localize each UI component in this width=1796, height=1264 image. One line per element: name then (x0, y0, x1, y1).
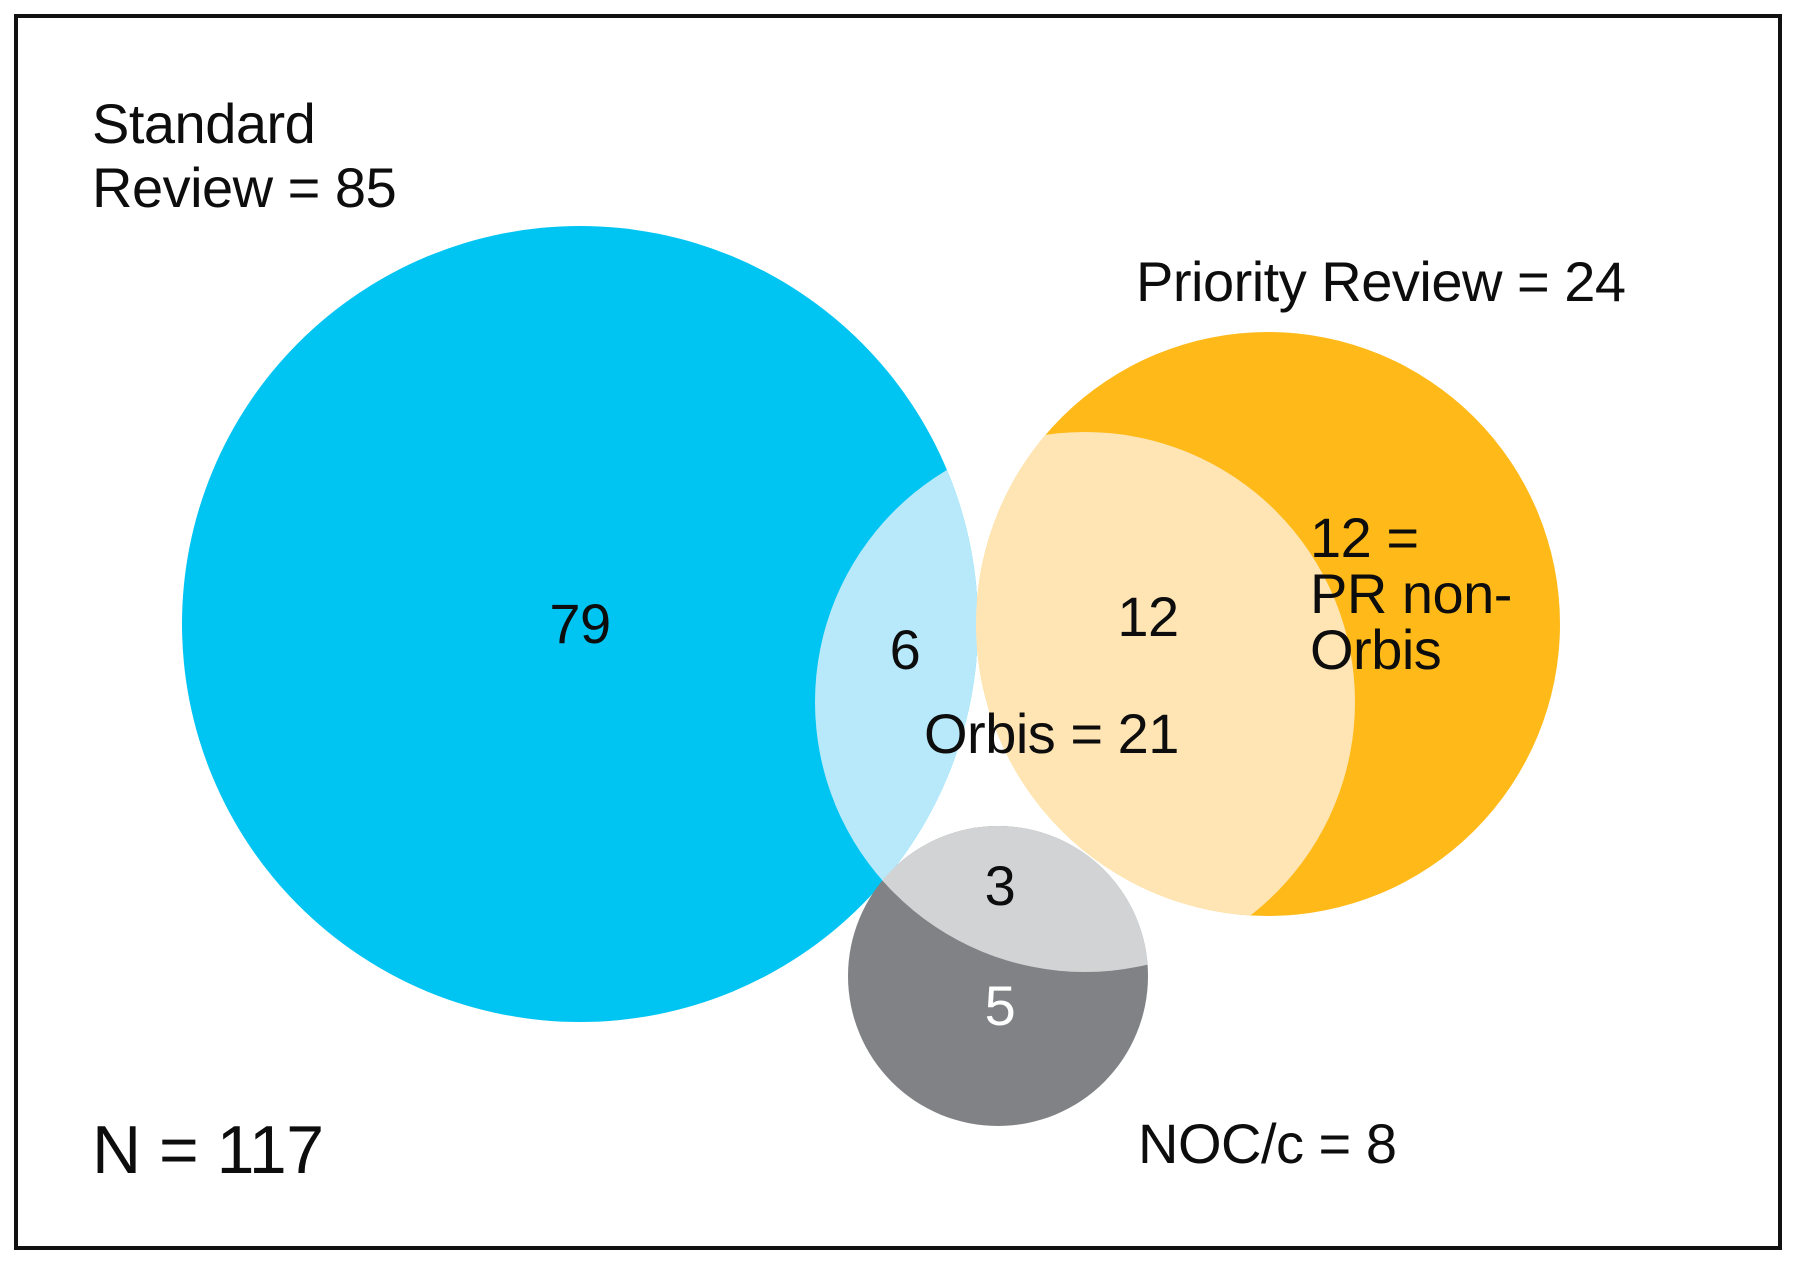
region-standard-orbis: 6 (889, 618, 921, 681)
standard-review-label-line1: Standard (92, 92, 316, 155)
priority-orbis-overlap (976, 432, 1355, 916)
region-standard-only: 79 (549, 592, 611, 655)
pr-non-orbis-line1: 12 = (1310, 506, 1419, 569)
orbis-label: Orbis = 21 (924, 702, 1179, 765)
pr-non-orbis-line2: PR non- (1310, 562, 1512, 625)
priority-review-label: Priority Review = 24 (1136, 250, 1626, 313)
noc-orbis-overlap (848, 826, 1148, 972)
standard-review-circle (182, 226, 978, 1022)
noc-label: NOC/c = 8 (1138, 1112, 1397, 1175)
pr-non-orbis-line3: Orbis (1310, 618, 1442, 681)
region-priority-orbis: 12 (1117, 585, 1179, 648)
region-noc-orbis: 3 (984, 854, 1016, 917)
standard-review-label-line2: Review = 85 (92, 156, 397, 219)
total-count-label: N = 117 (92, 1112, 324, 1188)
region-noc-only: 5 (984, 974, 1016, 1037)
pr-non-orbis-label: 12 = PR non- Orbis (1310, 510, 1512, 678)
standard-review-label: Standard Review = 85 (92, 92, 397, 220)
